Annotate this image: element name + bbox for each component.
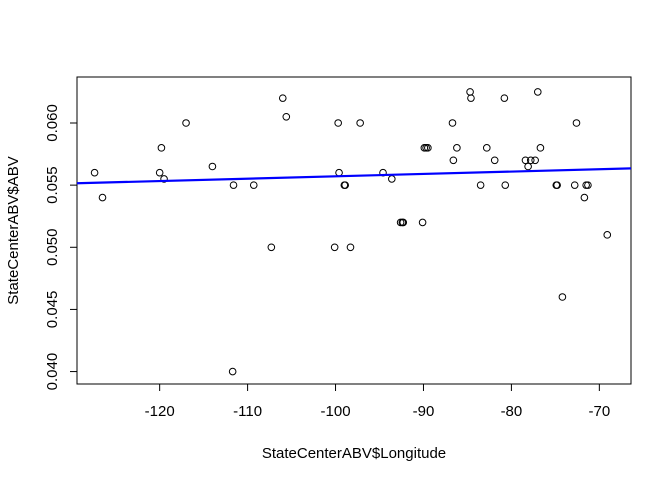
data-point: [603, 231, 612, 239]
data-point: [208, 162, 217, 171]
data-point: [155, 168, 164, 177]
data-point: [572, 119, 581, 127]
data-point: [536, 144, 545, 152]
x-tick-label: -80: [501, 403, 523, 420]
data-point: [449, 156, 458, 165]
data-point: [278, 94, 287, 102]
data-point: [356, 119, 364, 127]
data-point: [98, 193, 107, 202]
data-point: [330, 243, 339, 252]
data-point: [399, 218, 408, 227]
x-tick-label: -70: [588, 403, 610, 420]
data-point: [228, 367, 237, 376]
regression-line: [76, 167, 632, 185]
y-tick-label: 0.040: [44, 353, 61, 391]
x-tick-label: -110: [233, 403, 262, 420]
y-axis: 0.040 0.045 0.050 0.055 0.060: [44, 104, 78, 391]
data-point: [267, 243, 276, 252]
data-point: [249, 181, 258, 189]
data-point: [453, 144, 461, 152]
data-point: [524, 162, 532, 171]
data-point: [448, 119, 457, 127]
data-point: [335, 168, 343, 177]
data-point: [341, 181, 350, 189]
data-point: [584, 181, 592, 189]
data-point: [580, 193, 589, 202]
data-point: [570, 181, 579, 189]
data-point: [157, 144, 166, 152]
y-tick-label: 0.055: [44, 166, 61, 204]
data-point: [476, 181, 485, 189]
x-tick-label: -90: [413, 403, 435, 420]
data-point: [346, 243, 355, 252]
data-point: [388, 175, 396, 183]
data-point: [418, 218, 427, 227]
data-point: [334, 119, 342, 127]
data-point: [90, 168, 99, 177]
data-point: [482, 144, 491, 152]
data-point: [160, 175, 168, 183]
data-point: [531, 156, 539, 165]
data-point: [229, 181, 238, 189]
y-axis-title: StateCenterABV$ABV: [5, 156, 22, 304]
data-point: [521, 156, 530, 165]
data-point: [467, 94, 475, 102]
y-tick-label: 0.060: [44, 104, 61, 142]
data-point: [490, 156, 499, 165]
y-tick-label: 0.045: [44, 291, 61, 329]
data-point: [501, 181, 510, 189]
x-tick-label: -120: [145, 403, 175, 420]
plot-frame: [76, 76, 632, 385]
data-point: [526, 156, 535, 165]
data-point: [553, 181, 561, 189]
data-point: [182, 119, 190, 127]
y-tick-label: 0.050: [44, 229, 61, 267]
data-point: [424, 144, 432, 152]
data-points: [90, 88, 612, 376]
x-tick-label: -100: [321, 403, 351, 420]
x-axis-title: StateCenterABV$Longitude: [262, 445, 446, 462]
data-point: [558, 293, 567, 301]
x-axis: -120 -110 -100 -90 -80 -70: [145, 383, 610, 420]
data-point: [500, 94, 509, 102]
data-point: [533, 88, 542, 96]
data-point: [466, 88, 474, 96]
data-point: [282, 112, 291, 121]
